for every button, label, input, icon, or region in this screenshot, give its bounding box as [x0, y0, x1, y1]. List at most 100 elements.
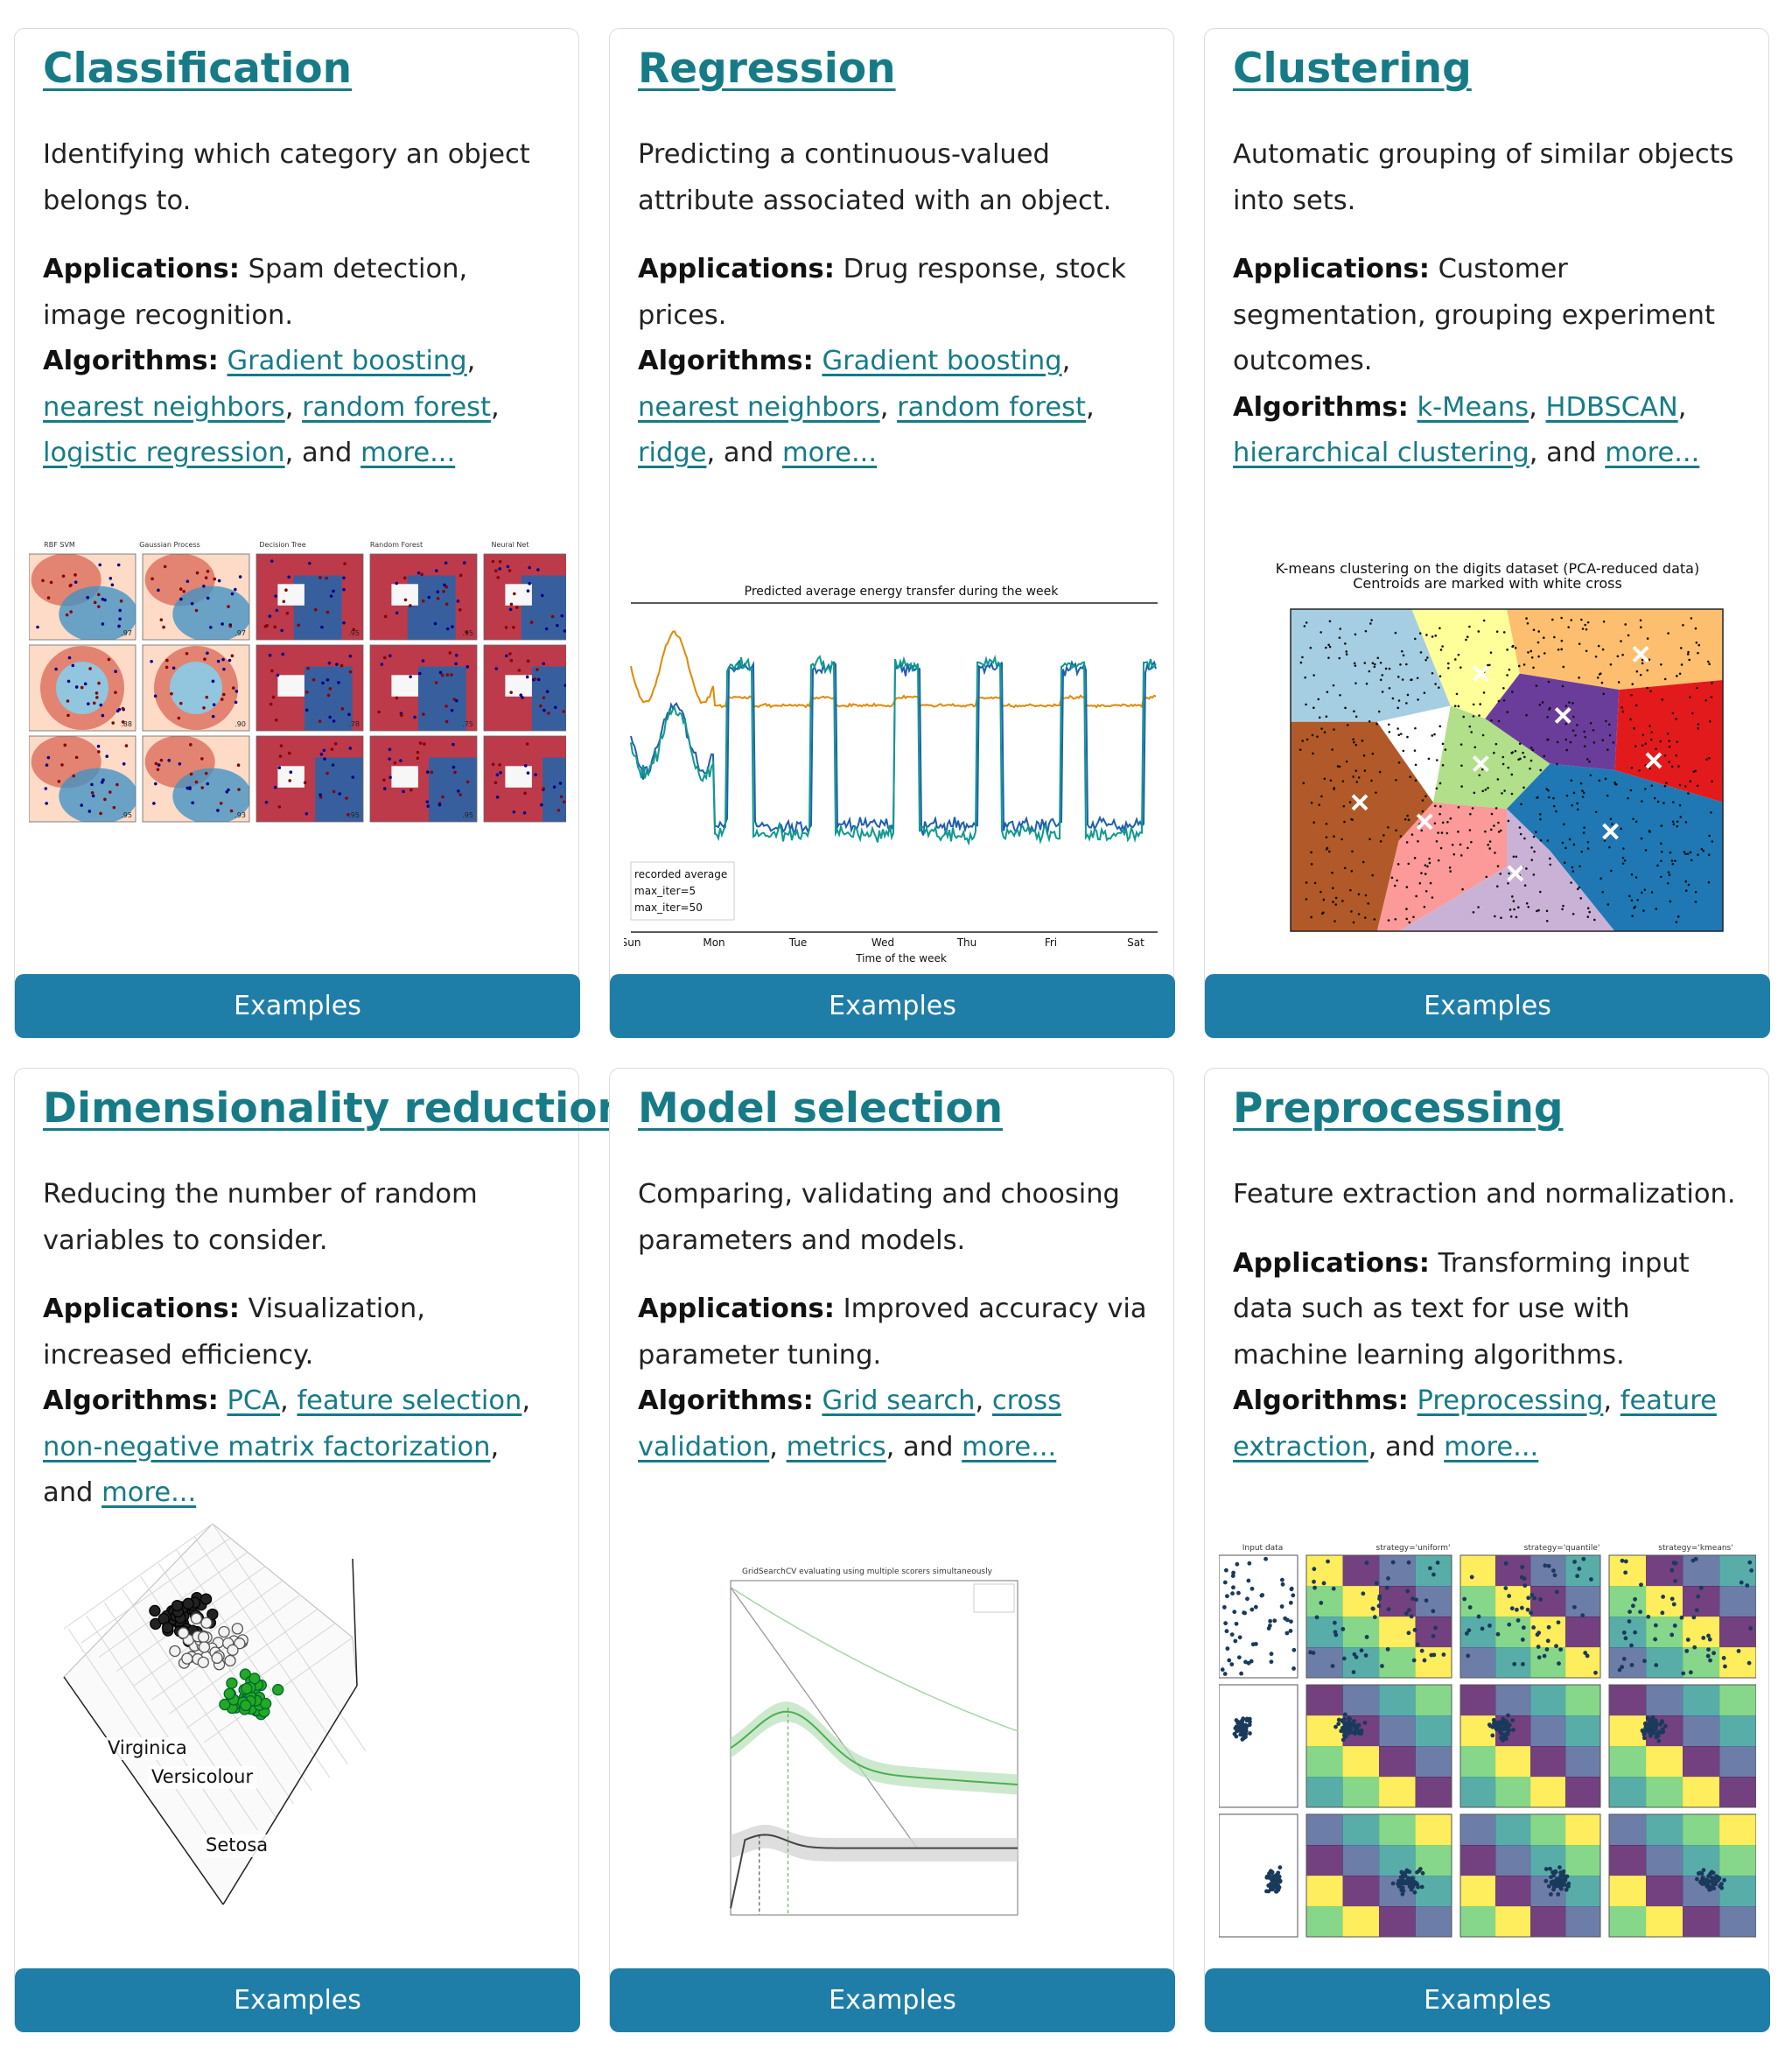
data-point	[1551, 1887, 1556, 1892]
examples-button[interactable]: Examples	[610, 1968, 1175, 2032]
algorithm-link[interactable]: ridge	[638, 438, 707, 468]
data-point	[1268, 1887, 1273, 1892]
data-point	[190, 1612, 203, 1624]
data-point	[1746, 1660, 1752, 1666]
data-point	[1235, 1561, 1240, 1567]
discretization-panel	[1460, 1554, 1601, 1679]
more-link[interactable]: more...	[962, 1431, 1057, 1462]
algorithm-link[interactable]: HDBSCAN	[1545, 391, 1678, 423]
data-point	[1247, 1561, 1252, 1566]
gridsearch-figure[interactable]: GridSearchCV evaluating using multiple s…	[624, 1559, 1161, 1961]
data-point	[1345, 1724, 1350, 1729]
algorithm-link[interactable]: hierarchical clustering	[1233, 438, 1530, 468]
more-link[interactable]: more...	[1444, 1431, 1539, 1462]
card-title-dimensionality-reduction[interactable]: Dimensionality reduction	[43, 1084, 627, 1133]
data-point	[1712, 1651, 1716, 1656]
data-point	[1412, 1890, 1418, 1895]
algorithm-link[interactable]: random forest	[302, 391, 491, 423]
more-link[interactable]: more...	[781, 438, 878, 468]
data-point	[1361, 1591, 1366, 1596]
data-point	[1427, 1566, 1432, 1571]
x-tick: Fri	[1045, 936, 1057, 949]
data-point	[1278, 1879, 1283, 1884]
data-point	[1577, 1567, 1582, 1571]
regression-lines	[630, 630, 1157, 846]
figure-title: RBF SVM	[44, 541, 75, 549]
data-point	[1670, 1596, 1675, 1602]
data-point	[206, 1608, 219, 1621]
data-point	[1660, 1610, 1665, 1616]
classifier-comparison-figure[interactable]: RBF SVM Gaussian Process Decision Tree R…	[29, 535, 566, 972]
card-title-classification[interactable]: Classification	[43, 45, 353, 93]
kmeans-figure[interactable]: K-means clustering on the digits dataset…	[1219, 535, 1756, 972]
energy-transfer-figure[interactable]: Predicted average energy transfer during…	[624, 554, 1161, 974]
x-axis-label: Time of the week	[855, 952, 947, 964]
examples-button[interactable]: Examples	[1205, 974, 1770, 1038]
algorithm-link[interactable]: random forest	[897, 391, 1086, 423]
centroid-cross-icon	[1507, 865, 1524, 882]
pca-3d-figure[interactable]: Virginica Versicolour Setosa	[29, 1506, 566, 1961]
data-point	[1707, 1637, 1712, 1642]
data-point	[1502, 1718, 1508, 1723]
data-point	[1359, 1648, 1364, 1653]
data-point	[1684, 1649, 1690, 1653]
examples-button[interactable]: Examples	[610, 974, 1175, 1038]
data-point	[1556, 1620, 1561, 1625]
applications-text: Spam detection, image recognition.	[43, 254, 468, 331]
more-link[interactable]: more...	[360, 438, 456, 468]
card-description: Predicting a continuous-valued attribute…	[638, 139, 1112, 216]
data-point	[1558, 1874, 1563, 1878]
data-point	[1556, 1892, 1561, 1897]
panel-score: .88	[121, 720, 132, 728]
data-point	[177, 1627, 190, 1639]
data-point	[1242, 1736, 1246, 1741]
algorithm-link[interactable]: feature selection	[297, 1385, 522, 1416]
data-point	[1314, 1615, 1320, 1620]
data-point	[1497, 1729, 1502, 1735]
more-link[interactable]: more...	[1605, 438, 1700, 468]
data-point	[1220, 1667, 1225, 1673]
card-title-regression[interactable]: Regression	[638, 45, 896, 93]
data-point	[1399, 1875, 1404, 1880]
series-line	[630, 654, 1157, 846]
discretization-svg: Input data strategy='uniform' strategy='…	[1219, 1544, 1756, 1938]
centroid-cross-icon	[1645, 752, 1662, 769]
examples-button[interactable]: Examples	[15, 1968, 580, 2032]
data-point	[1557, 1661, 1561, 1666]
examples-button[interactable]: Examples	[15, 974, 580, 1038]
algorithm-link[interactable]: logistic regression	[43, 438, 285, 468]
algorithm-link[interactable]: metrics	[786, 1431, 886, 1462]
score-curve	[730, 1587, 1018, 1732]
algorithm-link[interactable]: Preprocessing	[1417, 1385, 1604, 1416]
algorithm-link[interactable]: nearest neighbors	[43, 391, 285, 423]
algorithm-link[interactable]: cross validation	[638, 1385, 1061, 1462]
examples-button[interactable]: Examples	[1205, 1968, 1770, 2032]
data-point	[1480, 1626, 1485, 1631]
algorithm-link[interactable]: Grid search	[822, 1385, 976, 1416]
more-link[interactable]: more...	[102, 1477, 197, 1508]
algorithm-link[interactable]: non-negative matrix factorization	[43, 1431, 491, 1462]
card-title-preprocessing[interactable]: Preprocessing	[1233, 1084, 1564, 1133]
algorithm-link[interactable]: nearest neighbors	[638, 391, 880, 423]
data-point	[1441, 1652, 1446, 1657]
card-title-clustering[interactable]: Clustering	[1233, 45, 1472, 93]
data-point	[1266, 1626, 1271, 1631]
data-point	[1377, 1594, 1382, 1599]
classifier-comparison-svg: RBF SVM Gaussian Process Decision Tree R…	[29, 541, 566, 823]
figure-title: strategy='quantile'	[1524, 1544, 1600, 1553]
data-point	[1409, 1614, 1414, 1619]
card-title-model-selection[interactable]: Model selection	[638, 1084, 1004, 1133]
card-body: Automatic grouping of similar objects in…	[1233, 132, 1744, 477]
data-point	[1354, 1725, 1359, 1730]
algorithm-link[interactable]: feature extraction	[1233, 1385, 1717, 1462]
data-point	[1660, 1727, 1665, 1732]
algorithm-link[interactable]: Gradient boosting	[227, 346, 467, 376]
algorithm-link[interactable]: Gradient boosting	[822, 346, 1062, 376]
algorithm-link[interactable]: k-Means	[1417, 391, 1530, 423]
data-point	[1561, 1877, 1565, 1882]
discretization-figure[interactable]: Input data strategy='uniform' strategy='…	[1219, 1541, 1756, 1939]
data-point	[223, 1687, 235, 1700]
data-point	[197, 1656, 209, 1669]
data-point	[241, 1682, 253, 1695]
algorithm-link[interactable]: PCA	[227, 1385, 281, 1416]
